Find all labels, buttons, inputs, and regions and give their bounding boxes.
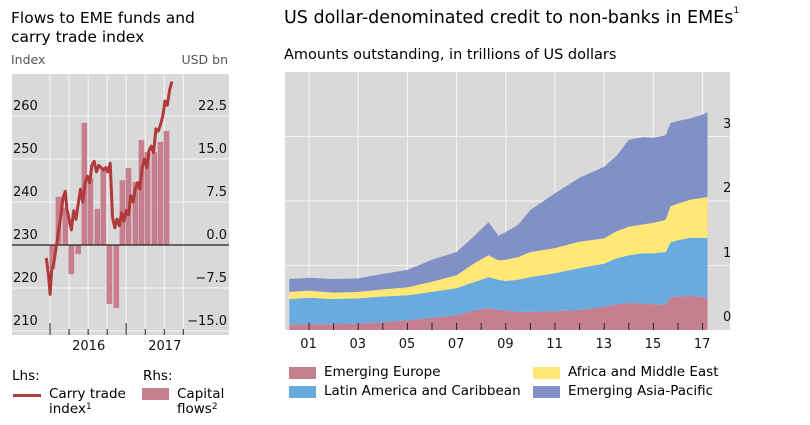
capital-flow-bar — [144, 152, 151, 245]
legend-bar-swatch — [142, 388, 169, 400]
left-y-tick-label: 260 — [13, 99, 38, 114]
capital-flow-bar — [132, 181, 139, 245]
left-axis-unit: Index — [11, 52, 46, 67]
right-x-tick-label: 03 — [349, 337, 367, 352]
left-y-tick-label: 230 — [13, 228, 38, 243]
legend-lhs-label: Lhs: — [12, 368, 40, 384]
right-y-tick-label: −7.5 — [195, 271, 227, 286]
legend-swatch — [289, 386, 316, 398]
area-latin-america-and-caribbean — [289, 237, 708, 325]
right-x-tick-label: 09 — [497, 337, 514, 352]
capital-flow-bar — [100, 168, 107, 245]
legend-label: Emerging Europe — [324, 364, 441, 380]
legend-bar-label: Capital flows — [177, 386, 225, 417]
right-y-tick-label: 3 — [723, 116, 732, 132]
capital-flow-bar — [157, 141, 164, 245]
capital-flow-bar — [113, 245, 120, 309]
legend-swatch — [289, 367, 316, 379]
legend-line-swatch — [13, 394, 41, 397]
capital-flow-bar — [94, 208, 101, 245]
right-x-tick-label: 05 — [398, 337, 416, 352]
right-y-tick-label: 1 — [723, 245, 732, 261]
right-x-tick-label: 17 — [693, 337, 711, 352]
right-y-tick-label: −15.0 — [187, 314, 227, 329]
area-emerging-asia-pacific — [289, 112, 708, 293]
legend-label: Africa and Middle East — [568, 364, 719, 380]
capital-flow-bar — [138, 140, 145, 245]
right-x-tick-label: 07 — [447, 337, 465, 352]
capital-flow-bar — [163, 130, 170, 245]
left-chart-title-text: Flows to EME funds and carry trade index — [11, 9, 195, 46]
area-africa-and-middle-east — [289, 197, 708, 299]
legend-label: Emerging Asia-Pacific — [568, 383, 714, 399]
capital-flow-bar — [151, 152, 158, 245]
legend-bar-footnote: 2 — [211, 402, 218, 412]
legend-line-footnote: 1 — [85, 402, 92, 412]
left-y-tick-label: 210 — [13, 314, 38, 329]
carry-trade-index-line — [44, 81, 174, 296]
right-chart-title: US dollar-denominated credit to non-bank… — [284, 6, 740, 28]
legend-line-item: Carry trade index1 — [49, 387, 139, 417]
left-chart-title: Flows to EME funds and carry trade index — [11, 9, 226, 47]
right-chart-title-footnote: 1 — [733, 6, 740, 16]
capital-flow-bar — [68, 245, 75, 275]
right-x-tick-label: 13 — [595, 337, 613, 352]
right-x-tick-label: 15 — [644, 337, 662, 352]
legend-swatch — [533, 367, 560, 379]
capital-flow-bar — [55, 196, 62, 245]
right-x-tick-label: 01 — [300, 337, 317, 352]
capital-flow-bar — [106, 245, 113, 305]
left-x-tick-label: 2017 — [148, 339, 182, 354]
right-y-tick-label: 7.5 — [206, 185, 227, 200]
left-y-tick-label: 250 — [13, 142, 38, 157]
right-y-tick-label: 22.5 — [198, 99, 227, 114]
capital-flow-bar — [62, 207, 69, 245]
legend-line-label: Carry trade index — [49, 386, 126, 417]
right-y-tick-label: 0.0 — [206, 228, 227, 243]
right-y-tick-label: 15.0 — [198, 142, 227, 157]
right-axis-unit: USD bn — [181, 52, 228, 67]
legend-label: Latin America and Caribbean — [324, 383, 521, 399]
capital-flow-bar — [75, 245, 82, 255]
right-chart-subtitle: Amounts outstanding, in trillions of US … — [284, 47, 617, 63]
right-y-tick-label: 2 — [723, 181, 732, 196]
legend-bar-item: Capital flows2 — [177, 387, 237, 417]
capital-flow-bar — [49, 245, 56, 270]
left-x-tick-label: 2016 — [72, 339, 106, 354]
legend-swatch — [533, 386, 560, 398]
right-y-tick-label: 0 — [723, 310, 732, 325]
right-x-tick-label: 11 — [546, 337, 563, 352]
capital-flow-bar — [87, 177, 94, 245]
right-chart-title-text: US dollar-denominated credit to non-bank… — [284, 8, 734, 28]
left-y-tick-label: 240 — [13, 185, 38, 200]
left-y-tick-label: 220 — [13, 271, 38, 286]
area-emerging-europe — [289, 295, 708, 330]
legend-rhs-label: Rhs: — [143, 368, 173, 384]
